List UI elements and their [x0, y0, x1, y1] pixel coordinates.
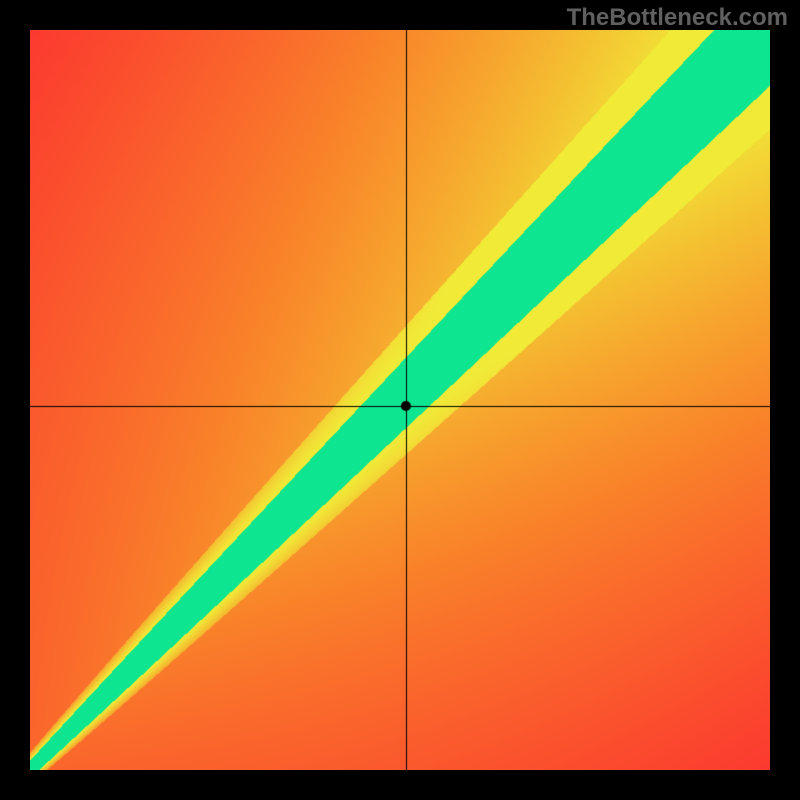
chart-container: TheBottleneck.com — [0, 0, 800, 800]
watermark-text: TheBottleneck.com — [567, 4, 788, 32]
heatmap-canvas — [30, 30, 770, 770]
plot-area — [30, 30, 770, 770]
